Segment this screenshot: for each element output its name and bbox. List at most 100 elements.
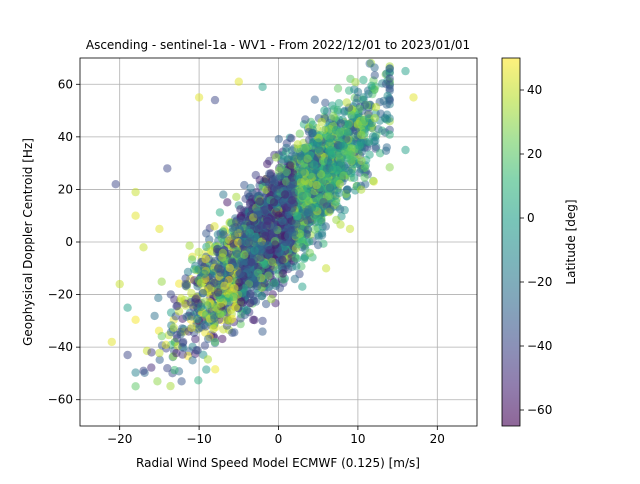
data-point: [232, 217, 241, 226]
data-point: [247, 273, 256, 282]
data-point: [131, 187, 140, 197]
data-point: [210, 314, 219, 323]
data-point: [310, 95, 319, 104]
data-point: [379, 96, 388, 106]
data-point: [365, 150, 374, 159]
data-point: [169, 323, 178, 332]
x-tick-label: 20: [430, 432, 445, 446]
data-point: [187, 323, 196, 332]
data-point: [232, 192, 241, 202]
data-point: [210, 337, 220, 347]
data-point: [289, 228, 299, 237]
data-point: [364, 137, 374, 147]
data-point: [326, 145, 335, 155]
data-point: [321, 264, 331, 273]
data-point: [342, 98, 351, 107]
data-point: [325, 183, 335, 192]
data-point: [232, 249, 242, 258]
y-axis-label: Geophysical Doppler Centroid [Hz]: [21, 138, 35, 346]
data-point: [271, 184, 280, 194]
data-point: [257, 292, 267, 301]
data-point: [332, 215, 341, 225]
data-point: [210, 278, 219, 288]
data-point: [238, 288, 247, 298]
data-point: [324, 192, 334, 201]
data-point: [202, 229, 211, 238]
data-point: [147, 363, 156, 372]
data-point: [314, 217, 323, 227]
data-point: [216, 310, 225, 319]
data-point: [220, 281, 229, 290]
data-point: [326, 205, 335, 214]
data-points: [107, 58, 418, 391]
x-axis-label: Radial Wind Speed Model ECMWF (0.125) [m…: [136, 456, 420, 470]
data-point: [170, 295, 179, 304]
data-point: [235, 224, 244, 234]
data-point: [172, 334, 182, 343]
y-tick-label: 0: [65, 235, 73, 249]
data-point: [346, 150, 355, 159]
data-point: [107, 337, 117, 347]
data-point: [223, 198, 232, 207]
data-point: [177, 294, 186, 303]
data-point: [230, 283, 239, 293]
data-point: [307, 203, 317, 212]
data-point: [131, 315, 140, 324]
data-point: [213, 288, 223, 297]
data-point: [300, 254, 309, 263]
data-point: [282, 167, 291, 177]
data-point: [255, 197, 265, 206]
data-point: [247, 258, 256, 267]
y-tick-label: −20: [48, 288, 73, 302]
data-point: [336, 119, 345, 128]
data-point: [283, 224, 292, 233]
data-point: [401, 145, 410, 155]
data-point: [211, 365, 220, 374]
data-point: [157, 332, 166, 341]
data-point: [324, 156, 333, 165]
colorbar-tick-label: 0: [527, 211, 535, 225]
data-point: [163, 364, 172, 373]
data-point: [331, 197, 341, 206]
colorbar-label: Latitude [deg]: [564, 199, 578, 284]
data-point: [310, 160, 319, 169]
data-point: [202, 365, 211, 374]
data-point: [235, 269, 244, 278]
data-point: [367, 81, 376, 91]
data-point: [365, 59, 374, 68]
data-point: [278, 216, 287, 226]
data-point: [155, 224, 164, 234]
data-point: [409, 93, 418, 102]
data-point: [267, 294, 276, 304]
data-point: [310, 225, 319, 234]
data-point: [271, 240, 280, 249]
data-point: [298, 282, 307, 291]
data-point: [274, 134, 283, 144]
data-point: [230, 231, 240, 241]
data-point: [308, 120, 317, 129]
colorbar: [501, 57, 521, 427]
data-point: [350, 85, 359, 94]
data-point: [157, 277, 166, 286]
x-axis-ticks: −20 −10 0 10 20: [107, 426, 445, 446]
data-point: [150, 311, 159, 321]
data-point: [253, 268, 263, 278]
data-point: [298, 167, 307, 177]
data-point: [263, 159, 272, 169]
data-point: [211, 303, 220, 312]
data-point: [356, 138, 365, 147]
data-point: [320, 106, 329, 115]
data-point: [111, 180, 120, 189]
data-point: [258, 82, 267, 92]
data-point: [172, 302, 181, 311]
data-point: [347, 110, 356, 120]
data-point: [177, 377, 186, 386]
colorbar-tick-label: 40: [527, 83, 542, 97]
y-tick-label: 20: [58, 182, 73, 196]
x-tick-label: −20: [107, 432, 132, 446]
data-point: [181, 281, 190, 291]
data-point: [263, 216, 272, 226]
data-point: [249, 296, 259, 305]
data-point: [294, 240, 303, 249]
